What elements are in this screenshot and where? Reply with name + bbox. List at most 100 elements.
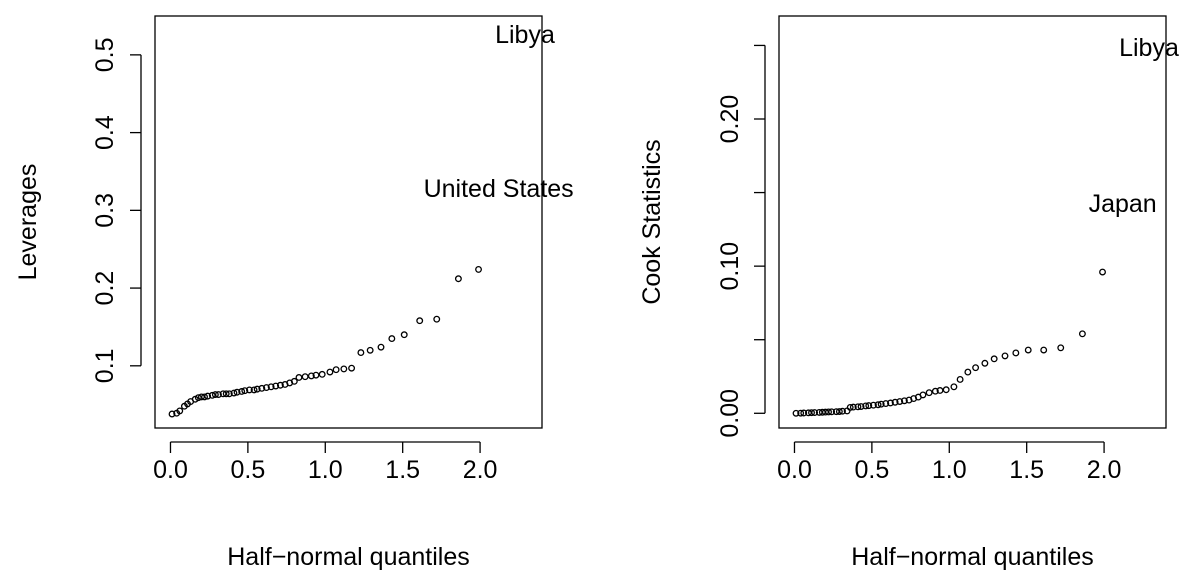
data-point [194,394,202,402]
data-points [168,265,482,418]
data-point [357,349,365,357]
data-point [1024,346,1032,354]
x-axis-title: Half−normal quantiles [851,543,1094,571]
data-point [211,391,219,399]
axis-tick-labels: 0.0 0.5 1.0 1.5 2.0 0.1 0.2 0.3 0.4 0.5 [91,37,497,484]
axis-tick-labels: 0.0 0.5 1.0 1.5 2.0 0.00 0.10 0.20 [716,95,1121,484]
y-tick-label: 0.10 [716,242,744,291]
data-point [942,386,950,394]
y-tick-label: 0.5 [91,37,119,72]
data-point [896,398,904,405]
data-point [276,381,284,389]
y-axis-title: Cook Statistics [638,139,666,304]
data-point [230,389,238,397]
x-tick-label: 0.5 [854,456,889,484]
data-point [388,335,396,343]
data-point [332,366,340,374]
y-tick-label: 0.3 [91,193,119,228]
data-point [990,355,998,363]
data-point [1099,268,1106,276]
data-point [475,265,482,273]
data-point [238,388,246,395]
x-axis-title: Half−normal quantiles [227,543,470,571]
data-point [800,409,808,417]
axis-ticks [130,54,481,453]
data-point [925,389,933,397]
point-annotation: Libya [1119,34,1179,62]
data-point [869,401,877,409]
y-tick-label: 0.4 [91,115,119,150]
data-point [839,407,846,415]
data-point [340,365,348,373]
data-point [1012,349,1020,357]
data-point [811,409,819,416]
data-point [176,407,184,415]
data-point [318,370,326,378]
data-point [454,275,462,283]
data-point [887,399,894,407]
axis-ticks [754,44,1105,453]
point-annotation: United States [424,175,574,203]
data-point [865,402,873,410]
data-point [877,400,885,408]
data-point [326,368,334,376]
data-point [857,403,865,410]
y-tick-label: 0.20 [716,95,744,144]
data-point [258,384,266,392]
data-point [825,408,832,416]
data-point [263,384,270,392]
point-annotation: Libya [495,21,555,49]
x-tick-label: 2.0 [463,456,498,484]
data-point [366,346,374,354]
data-points [792,268,1106,417]
data-point [168,410,176,418]
data-point [307,372,315,380]
data-point [931,387,939,395]
data-point [272,382,280,390]
x-tick-label: 1.0 [932,456,967,484]
data-point [835,408,843,415]
data-point [233,388,241,396]
data-point [854,403,862,411]
data-point [197,393,205,401]
data-point [797,409,805,417]
data-point [1040,346,1048,354]
data-point [981,359,989,367]
data-point [201,393,208,401]
x-tick-label: 1.5 [385,456,420,484]
data-point [377,343,385,351]
leverages-panel: 0.0 0.5 1.0 1.5 2.0 0.1 0.2 0.3 0.4 0.5 United St… [14,15,574,571]
data-point [828,408,836,416]
data-point [222,390,230,398]
plot-frame [154,15,543,429]
data-point [874,401,882,409]
data-point [891,398,899,406]
data-point [936,387,944,394]
data-point [900,397,908,405]
data-point [808,409,815,417]
data-point [1078,330,1086,338]
data-point [250,386,258,394]
x-tick-label: 2.0 [1087,456,1122,484]
data-point [950,383,958,391]
x-tick-label: 0.0 [153,456,188,484]
data-point [1001,352,1009,360]
point-annotations: Japan Libya [1089,34,1179,218]
data-point [241,387,249,395]
point-annotation: Japan [1089,190,1157,218]
y-tick-label: 0.1 [91,348,119,383]
data-point [862,402,870,410]
data-point [849,403,857,411]
data-point [956,375,964,383]
data-point [416,317,424,325]
data-point [433,315,441,323]
data-point [882,400,890,408]
x-tick-label: 0.0 [777,456,812,484]
data-point [215,391,222,399]
data-point [972,364,980,372]
data-point [348,364,356,372]
data-point [312,371,320,379]
point-annotations: United States Libya [424,21,574,203]
y-tick-label: 0.2 [91,271,119,306]
